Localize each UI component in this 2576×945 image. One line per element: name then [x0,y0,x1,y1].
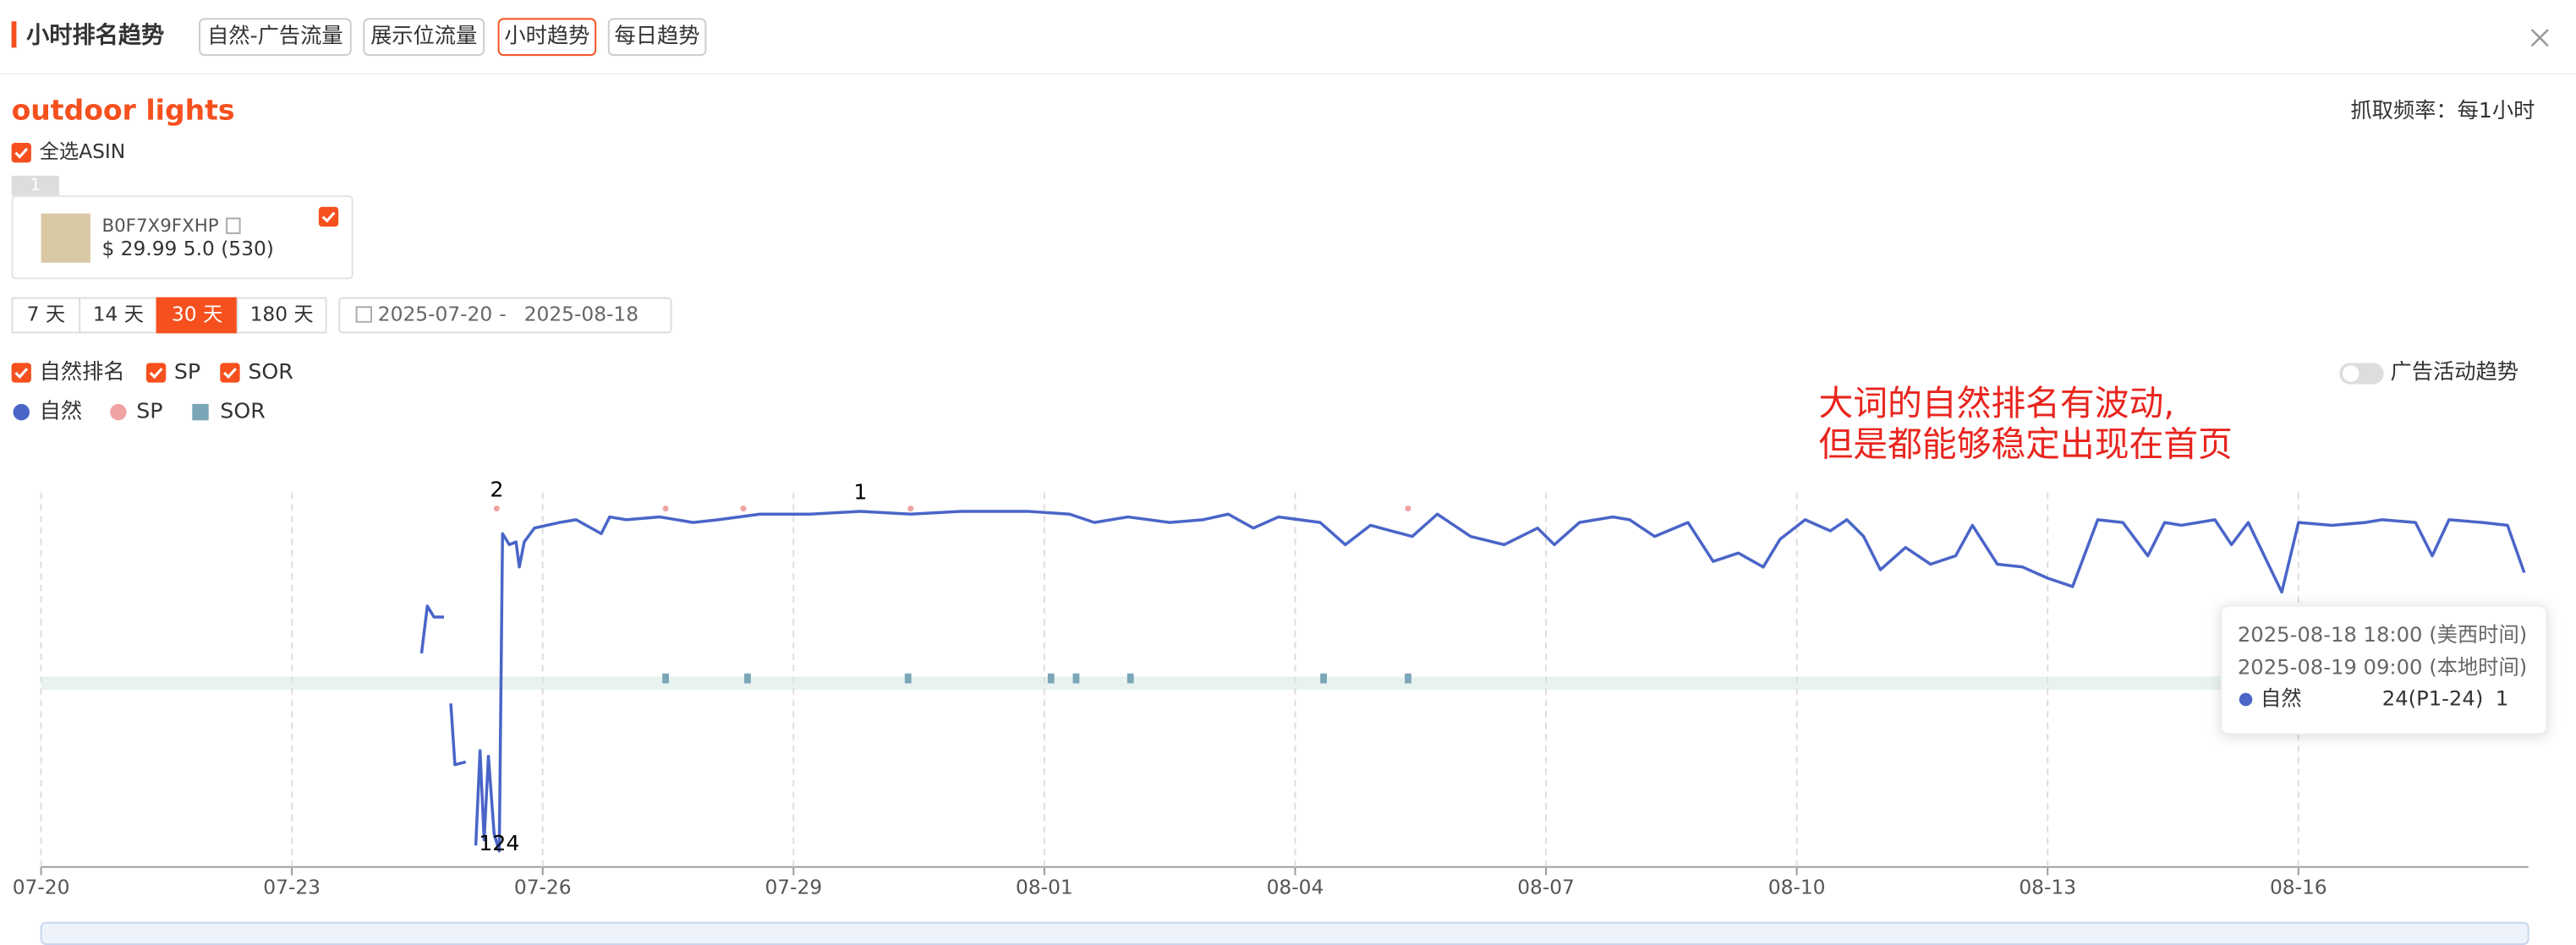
range-label: 180 天 [250,303,314,325]
title-bar [11,21,17,48]
point-label: 1 [853,480,867,505]
range-label: 7 天 [27,303,66,325]
zoom-slider[interactable] [40,921,2529,945]
check [223,368,237,380]
x-tick-label: 07-20 [13,876,70,899]
tab[interactable] [497,18,597,57]
date-start: 2025-07-20 [378,303,492,325]
keyword: outdoor lights [12,94,235,127]
x-tick-label: 08-16 [2270,876,2327,899]
sor-point [1405,673,1411,684]
range-label: 14 天 [93,303,144,325]
checkbox[interactable] [145,363,167,383]
sor-point [662,673,669,684]
tab-label: 每日趋势 [615,24,700,48]
legend-swatch[interactable] [13,403,30,421]
point-label: 124 [479,831,519,855]
product-index: 1 [30,175,41,194]
legend-swatch[interactable] [110,403,127,421]
range-button[interactable] [79,297,158,334]
toggle-knob [2343,365,2360,382]
sor-point [744,673,751,684]
filter-label: 自然排名 [40,359,125,384]
x-tick-label: 08-13 [2019,876,2076,899]
frequency: 抓取频率：每1小时 [2350,98,2535,123]
sor-point [1047,673,1055,684]
copy-icon[interactable] [226,217,241,234]
range-label: 30 天 [172,303,222,325]
filter-label: SOR [248,359,293,384]
tab-label: 展示位流量 [370,24,477,48]
tooltip-time: 2025-08-19 09:00 (本地时间) [2238,655,2527,680]
date-picker[interactable] [338,297,672,334]
product-image [41,213,90,263]
sor-point [904,673,912,684]
tooltip-extra: 1 [2496,686,2508,711]
sp-point [907,505,914,512]
x-tick-label: 08-01 [1016,876,1073,899]
product-card[interactable] [11,195,354,280]
sp-point [662,505,669,512]
product-info: $ 29.99 5.0 (530) [101,238,273,260]
checkbox[interactable] [11,363,31,383]
sor-point [1126,673,1134,684]
product-tag [11,175,59,196]
checkbox[interactable] [220,363,240,383]
x-tick-label: 08-07 [1517,876,1575,899]
product-asin: B0F7X9FXHP [101,216,218,237]
check [14,368,29,380]
legend-label[interactable]: SOR [220,399,265,423]
close-button[interactable] [2530,29,2549,47]
sp-point [493,505,500,512]
panel-title: 小时排名趋势 [26,21,164,48]
legend-label[interactable]: SP [136,399,162,423]
legend-swatch[interactable] [192,403,209,421]
x-tick-label: 07-23 [263,876,321,899]
x-tick-label: 07-26 [514,876,572,899]
tooltip-series: 自然 [2261,686,2302,711]
tab-label: 自然-广告流量 [207,24,343,48]
check [14,147,29,159]
annotation-line: 大词的自然排名有波动, [1818,383,2174,423]
date-end: 2025-08-18 [524,303,639,325]
calendar-icon [355,306,372,323]
toggle-label: 广告活动趋势 [2390,359,2518,384]
tooltip-dot [2239,692,2253,707]
annotation-line: 但是都能够稳定出现在首页 [1818,423,2232,464]
check [149,368,163,380]
tooltip-box [2220,604,2548,735]
sor-point [1320,673,1327,684]
tab[interactable] [607,18,707,57]
legend-label[interactable]: 自然 [40,399,83,423]
point-label: 2 [490,477,503,501]
x-tick-label: 08-10 [1768,876,1826,899]
filter-label: SP [174,359,200,384]
range-button[interactable] [156,297,238,334]
tab[interactable] [363,18,485,57]
sor-point [1072,673,1080,684]
tooltip-time: 2025-08-18 18:00 (美西时间) [2238,622,2527,647]
range-button[interactable] [11,297,81,334]
check [321,211,336,223]
sor-band [41,676,2529,690]
select-all-label: 全选ASIN [40,140,126,163]
x-tick-label: 08-04 [1267,876,1324,899]
rank-line [419,510,2526,853]
checkbox[interactable] [11,143,31,163]
tooltip: 2025-08-18 18:00 (美西时间) 2025-08-19 09:00… [2220,604,2548,735]
tab[interactable] [199,18,352,57]
tooltip-value: 24(P1-24) [2382,686,2484,711]
sp-point [1405,505,1411,512]
x-tick-label: 07-29 [765,876,822,899]
range-button[interactable] [236,297,327,334]
date-separator: - [499,303,506,325]
sp-point [740,505,747,512]
tab-label: 小时趋势 [504,24,589,48]
checkbox[interactable] [318,206,339,227]
